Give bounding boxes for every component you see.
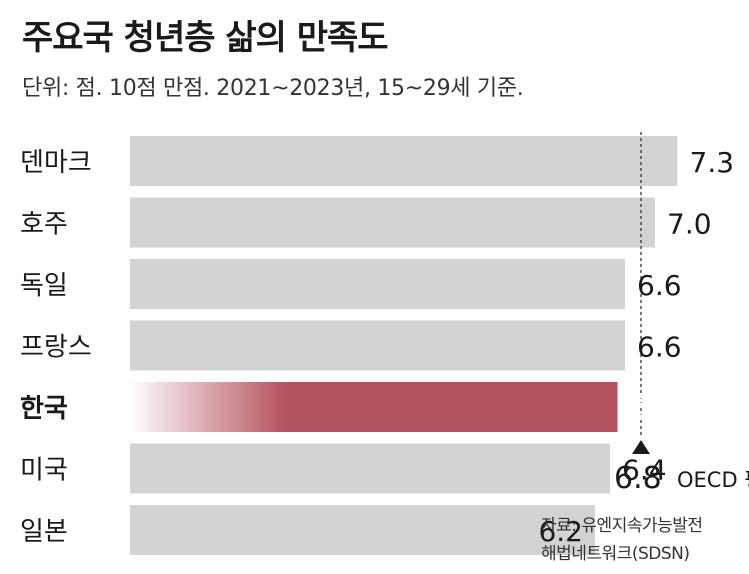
category-label-1: 호주 [20,210,68,240]
value-label-5: 6.4 [622,454,667,487]
bars-layer [130,136,678,555]
labels-layer: 덴마크 7.3 호주 7.0 독일 6.6 프랑스 6.6 한국 6.5 미국 6.4 일본 6.2 [20,146,734,548]
value-label-0: 7.3 [690,146,735,179]
value-label-6: 6.2 [538,515,583,548]
value-label-2: 6.6 [637,269,682,302]
chart-subtitle: 단위: 점. 10점 만점. 2021~2023년, 15~29세 기준. [22,76,524,101]
bar-4 [130,382,618,432]
bar-2 [130,259,625,309]
value-label-1: 7.0 [667,208,712,241]
bar-5 [130,443,610,494]
bar-3 [130,320,625,371]
category-label-6: 일본 [20,517,68,547]
source-note: 자료: 유엔지속가능발전 해법네트워크(SDSN) [541,512,741,568]
reference-marker [632,440,650,454]
category-label-5: 미국 [20,456,68,486]
category-label-2: 독일 [20,271,68,301]
reference-label: OECD 평균 [677,468,749,492]
reference-layer: 6.8 OECD 평균 [614,132,749,496]
category-label-4: 한국 [20,394,68,424]
bar-0 [130,136,678,186]
chart-title: 주요국 청년층 삶의 만족도 [22,18,389,58]
source-line-2: 해법네트워크(SDSN) [541,544,690,564]
category-label-0: 덴마크 [20,148,92,178]
value-label-3: 6.6 [637,331,682,364]
category-label-3: 프랑스 [20,333,92,363]
source-line-1: 자료: 유엔지속가능발전 [541,516,703,536]
reference-value-label: 6.8 [614,461,662,496]
bar-1 [130,197,655,248]
bar-6 [130,505,595,555]
value-label-4: 6.5 [630,388,687,426]
